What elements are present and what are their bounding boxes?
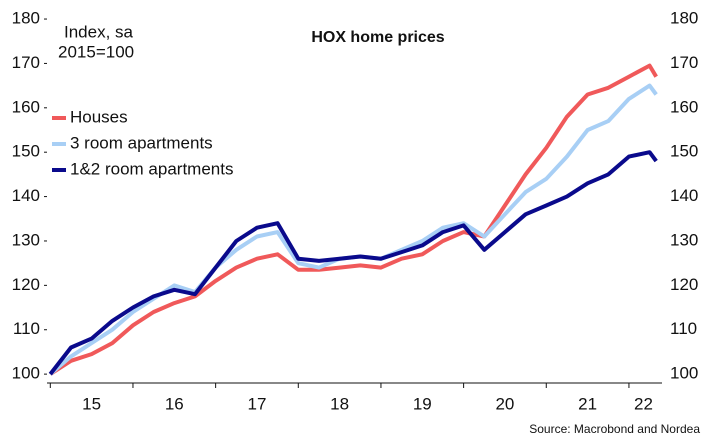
line-series — [49, 83, 658, 376]
line-series — [48, 150, 658, 376]
y2-tick-label: 180 — [670, 9, 698, 28]
y-tick-label: 100 — [12, 364, 40, 383]
source: Source: Macrobond and Nordea — [529, 422, 700, 436]
x-tick-label: 19 — [413, 394, 432, 413]
y-axis-note: 2015=100 — [58, 42, 134, 61]
y2-tick-label: 160 — [670, 97, 698, 116]
y2-tick-label: 100 — [670, 364, 698, 383]
legend-label: 3 room apartments — [70, 133, 213, 152]
legend-label: 1&2 room apartments — [70, 159, 233, 178]
y2-tick-label: 120 — [670, 275, 698, 294]
x-tick-label: 21 — [578, 394, 597, 413]
x-tick-label: 22 — [634, 394, 653, 413]
y-tick-label: 180 — [12, 9, 40, 28]
x-tick-label: 20 — [495, 394, 514, 413]
y-tick-label: 150 — [12, 142, 40, 161]
y2-tick-label: 130 — [670, 230, 698, 249]
y-tick-label: 120 — [12, 275, 40, 294]
y-tick-label: 130 — [12, 230, 40, 249]
x-tick-label: 16 — [165, 394, 184, 413]
y2-tick-label: 110 — [670, 319, 697, 338]
y2-tick-label: 140 — [670, 186, 698, 205]
y-tick-label: 170 — [12, 53, 40, 72]
x-tick-label: 17 — [247, 394, 266, 413]
y2-tick-label: 170 — [670, 53, 698, 72]
y-axis-label: Index, sa — [64, 22, 134, 41]
y-tick-label: 110 — [13, 319, 40, 338]
x-tick-label: 15 — [82, 394, 101, 413]
x-tick-label: 18 — [330, 394, 349, 413]
y-tick-label: 160 — [12, 97, 40, 116]
legend-label: Houses — [70, 107, 128, 126]
line-series — [49, 63, 658, 376]
chart-title: HOX home prices — [311, 29, 444, 46]
y-tick-label: 140 — [12, 186, 40, 205]
y2-tick-label: 150 — [670, 142, 698, 161]
